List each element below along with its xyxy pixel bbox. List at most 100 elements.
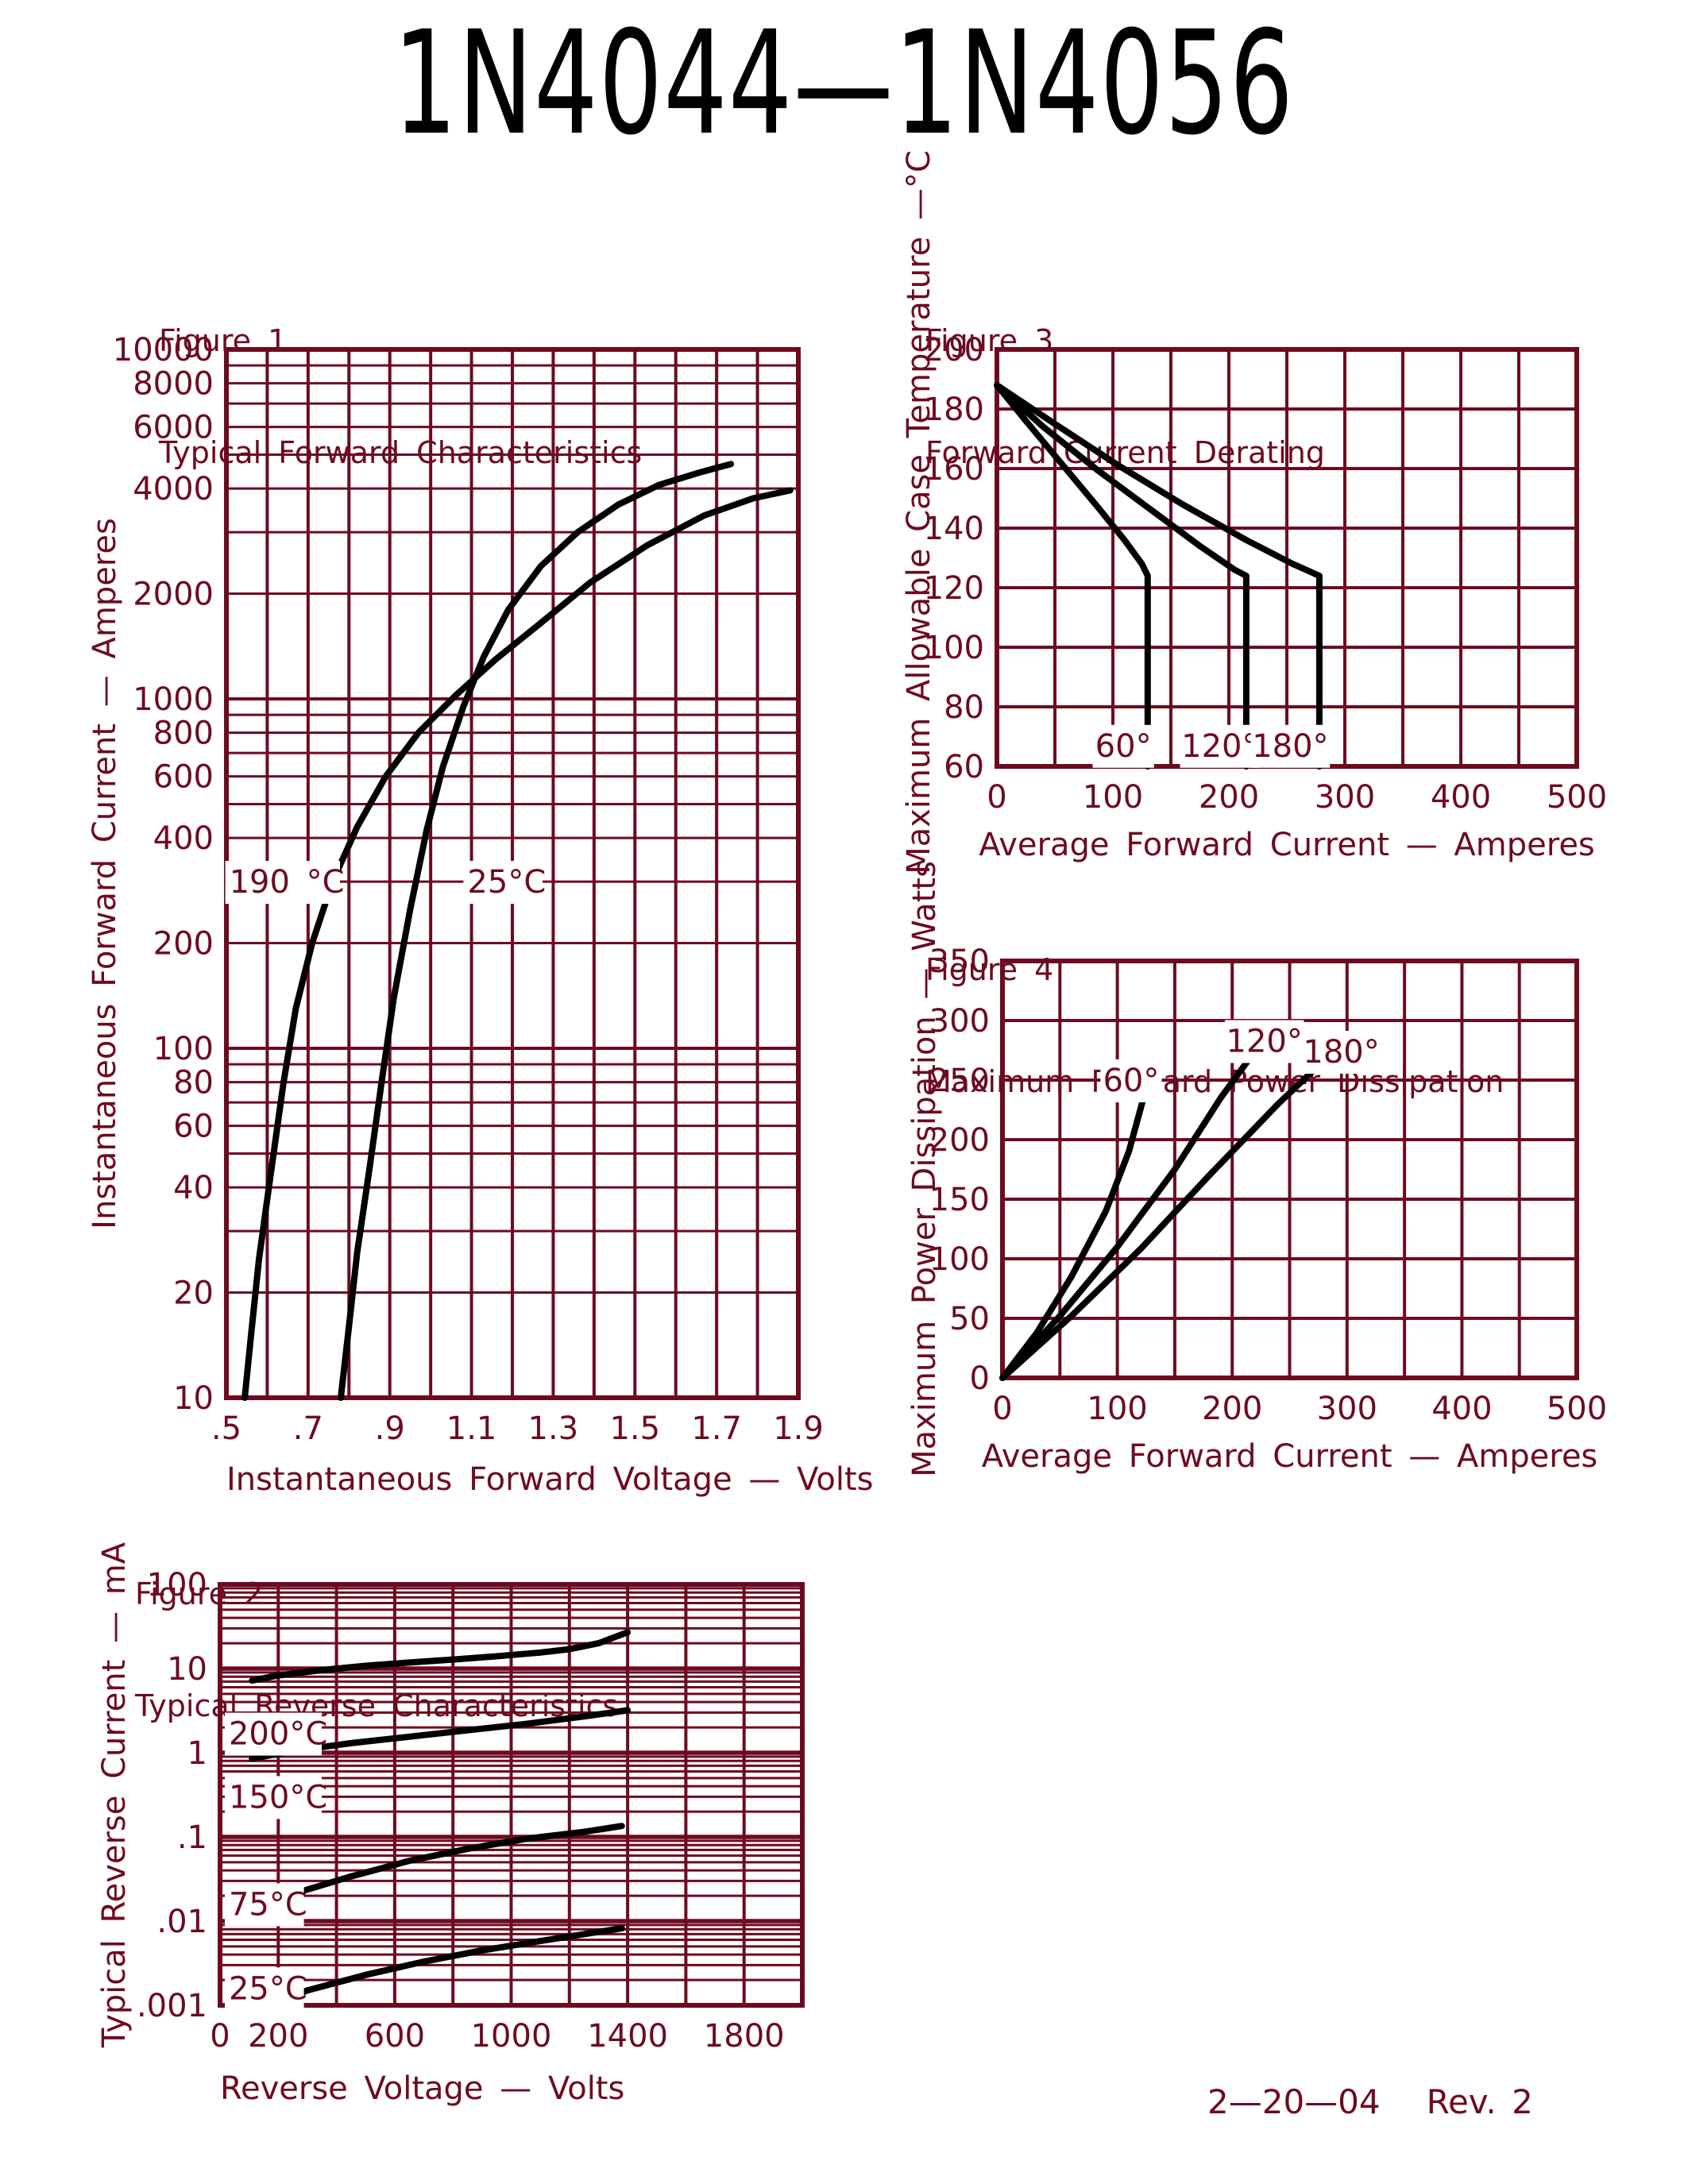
figure-2-annotation-label: 200°C	[229, 1716, 327, 1753]
figure-1-y-tick-label: 600	[153, 759, 214, 796]
figure-1-annotation-label: 25°C	[467, 864, 546, 901]
figure-2-x-tick-label: 1000	[471, 2018, 552, 2055]
figure-4-y-tick-label: 100	[929, 1241, 990, 1278]
figure-3-curve-60°	[994, 382, 1151, 770]
figure-1-y-tick-label: 100	[153, 1031, 214, 1067]
figure-1-annotation-box	[463, 861, 543, 905]
figure-2-curve-25°C	[261, 1925, 625, 2008]
figure-2-x-tick-label: 200	[248, 2018, 308, 2055]
figure-4-annotation-label: 120°	[1226, 1024, 1303, 1060]
figure-2-x-tick-label: 0	[210, 2018, 230, 2055]
figure-1-x-tick-label: .7	[293, 1410, 323, 1447]
figure-2-x-axis-title: Reverse Voltage — Volts	[220, 2070, 624, 2107]
part-number-range: 1N4044—1N4056	[393, 1, 1295, 167]
figure-4-x-tick-label: 300	[1317, 1391, 1377, 1427]
figure-3-annotation-label: 180°	[1252, 728, 1328, 765]
figure-2-x-tick-label: 1400	[587, 2018, 668, 2055]
figure-1-annotation-label: 190 °C	[230, 864, 345, 901]
figure-1-y-tick-label: 4000	[133, 471, 214, 507]
figure-2-annotation-label: 25°C	[229, 1970, 307, 2007]
figure-4-y-tick-label: 250	[929, 1063, 990, 1099]
figure-4-x-tick-label: 200	[1202, 1391, 1262, 1427]
page-title: 1N4044—1N4056	[0, 13, 1688, 156]
figure-3-y-tick-label: 60	[944, 749, 984, 785]
figure-1-y-tick-label: 2000	[133, 577, 214, 613]
figure-3-y-axis-title: Maximum Allowable Case Temperature —°C	[901, 150, 937, 874]
figure-1-y-tick-label: 40	[173, 1170, 214, 1206]
figure-3-annotation-label: 120°	[1181, 728, 1257, 765]
figure-3-x-tick-label: 0	[987, 779, 1006, 816]
figure-1-y-tick-label: 200	[153, 926, 214, 963]
figure-3-x-tick-label: 300	[1315, 779, 1375, 816]
figure-4-curve-180°	[999, 1063, 1322, 1381]
figure-3-annotation-box	[1092, 724, 1154, 768]
figure-3-y-tick-label: 120	[924, 570, 984, 607]
figure-1-y-axis-title: Instantaneous Forward Current — Amperes	[87, 518, 123, 1229]
figure-3-curve-120°	[994, 382, 1250, 770]
figure-2-annotation-box	[224, 1776, 322, 1819]
figure-4-y-tick-label: 50	[949, 1301, 990, 1337]
figure-4-annotation-box	[1224, 1020, 1304, 1063]
figure-4-curve-120°	[999, 1055, 1253, 1381]
figure-4-x-tick-label: 0	[992, 1391, 1012, 1427]
figure-3-curve-180°	[994, 382, 1323, 770]
figure-1-x-tick-label: 1.9	[773, 1410, 824, 1447]
figure-4-annotation-box	[1301, 1031, 1381, 1074]
figure-2-x-tick-label: 600	[365, 2018, 425, 2055]
figure-3-y-tick-label: 200	[924, 332, 984, 369]
figure-3-y-tick-label: 100	[924, 630, 984, 666]
revision-note: 2—20—04 Rev. 2	[1207, 2082, 1533, 2121]
figure-3-y-tick-label: 180	[924, 392, 984, 428]
figure-1-y-tick-label: 400	[153, 820, 214, 857]
figure-4-x-axis-title: Average Forward Current — Amperes	[982, 1438, 1598, 1475]
figure-2-annotation-box	[224, 1967, 304, 2011]
figure-2-annotation-label: 150°C	[229, 1779, 327, 1815]
figure-3-x-tick-label: 400	[1431, 779, 1491, 816]
figure-2-annotation-box	[224, 1712, 322, 1756]
figure-1-grid	[225, 348, 800, 1399]
figure-4-curve-60°	[999, 1085, 1149, 1381]
figure-3-x-tick-label: 500	[1547, 779, 1607, 816]
figure-1-header: Figure 1 Typical Forward Characteristics	[159, 248, 642, 546]
figure-1-y-tick-label: 8000	[133, 366, 214, 403]
figure-2-y-axis-title: Typical Reverse Current — mA	[96, 1542, 133, 2048]
figure-1-y-tick-label: 60	[173, 1109, 214, 1145]
figure-3-x-tick-label: 100	[1083, 779, 1143, 816]
figure-3-y-tick-label: 160	[924, 451, 984, 488]
figure-1-annotation-box	[225, 861, 340, 905]
figure-1-y-tick-label: 80	[173, 1065, 214, 1102]
figure-4-border	[1000, 959, 1579, 1380]
figure-2-y-tick-label: 1	[187, 1735, 207, 1772]
figure-1-y-tick-label: 20	[173, 1275, 214, 1312]
figure-4-x-tick-label: 100	[1087, 1391, 1147, 1427]
figure-1-curve-190°C	[241, 487, 794, 1401]
figure-3-annotation-label: 60°	[1095, 728, 1152, 765]
figure-2-y-tick-label: 10	[167, 1651, 207, 1688]
figure-3-y-tick-label: 140	[924, 511, 984, 547]
figure-1-x-tick-label: 1.3	[528, 1410, 579, 1447]
figure-4-x-tick-label: 400	[1431, 1391, 1492, 1427]
figure-4-annotation-box	[1100, 1059, 1162, 1102]
figure-1-x-tick-label: 1.1	[446, 1410, 497, 1447]
figure-2-x-tick-label: 1800	[704, 2018, 785, 2055]
figure-2-annotation-box	[224, 1883, 304, 1927]
figure-4-annotation-label: 180°	[1303, 1034, 1379, 1071]
figure-1-x-tick-label: .5	[211, 1410, 241, 1447]
figure-1-y-tick-label: 6000	[133, 410, 214, 446]
figure-2-y-tick-label: .1	[177, 1819, 207, 1856]
figure-4-x-tick-label: 500	[1547, 1391, 1607, 1427]
figure-1-x-tick-label: .9	[375, 1410, 405, 1447]
figure-3-x-axis-title: Average Forward Current — Amperes	[979, 827, 1595, 863]
figure-4-y-tick-label: 350	[929, 943, 990, 980]
figure-1-y-tick-label: 800	[153, 716, 214, 752]
figure-2-y-tick-label: 100	[147, 1567, 207, 1603]
figure-4-annotation-label: 60°	[1103, 1063, 1159, 1099]
figure-1-y-tick-label: 1000	[133, 681, 214, 718]
